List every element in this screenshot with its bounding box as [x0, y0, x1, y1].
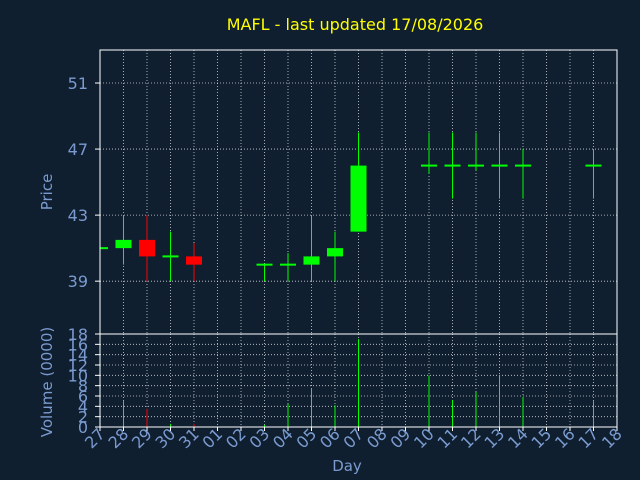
volume-tick-label: 0 — [78, 418, 88, 437]
candle — [256, 263, 273, 282]
volume-axis-label: Volume (0000) — [38, 327, 56, 437]
candle — [186, 243, 202, 282]
volume-tick-label: 12 — [68, 356, 88, 375]
price-tick-label: 43 — [68, 206, 88, 225]
candle — [491, 132, 508, 199]
candle-body — [139, 239, 155, 257]
candle — [444, 132, 461, 199]
volume-tick-label: 14 — [68, 346, 88, 365]
volume-tick-label: 8 — [78, 377, 88, 396]
price-y-ticks: 39 43 47 51 — [68, 74, 100, 291]
volume-tick-label: 18 — [68, 325, 88, 344]
candle — [115, 215, 132, 265]
candle-body — [350, 165, 367, 232]
candle — [515, 149, 531, 199]
candle-body — [115, 239, 132, 249]
x-axis-label: Day — [332, 457, 362, 475]
candle-body — [186, 256, 202, 265]
candle — [585, 149, 602, 199]
volume-tick-label: 10 — [68, 366, 88, 385]
candle-body — [303, 256, 320, 265]
price-axis-label: Price — [38, 174, 56, 211]
volume-tick-label: 2 — [78, 408, 88, 427]
candle — [280, 253, 296, 282]
price-tick-label: 51 — [68, 74, 88, 93]
candle — [139, 215, 155, 282]
volume-tick-label: 16 — [68, 335, 88, 354]
candle-body — [327, 248, 343, 257]
chart-title: MAFL - last updated 17/08/2026 — [227, 15, 484, 34]
volume-tick-label: 4 — [78, 397, 88, 416]
candle — [421, 132, 437, 174]
x-tick-labels: 2728293031010203040506070809101112131415… — [81, 424, 626, 452]
candle — [350, 132, 367, 232]
x-tick-label: 18 — [598, 424, 626, 452]
volume-tick-label: 6 — [78, 387, 88, 406]
price-tick-label: 47 — [68, 140, 88, 159]
candle — [468, 132, 484, 171]
candle — [303, 215, 320, 282]
price-candles — [100, 132, 602, 282]
candle — [162, 231, 179, 282]
price-tick-label: 39 — [68, 272, 88, 291]
candle — [327, 231, 343, 282]
volume-bars — [123, 339, 594, 427]
